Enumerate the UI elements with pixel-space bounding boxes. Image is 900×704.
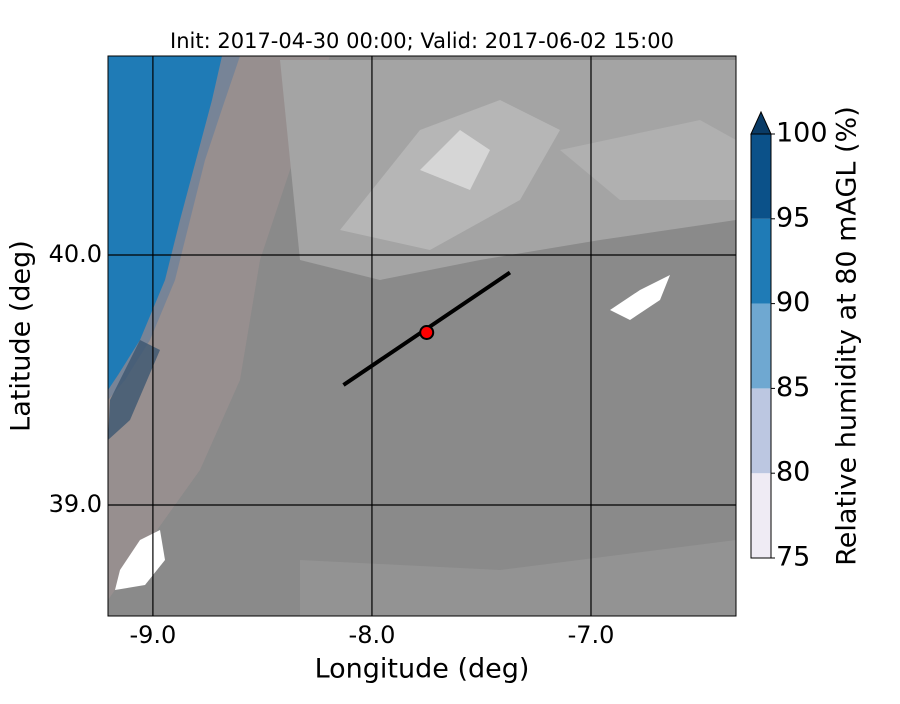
colorbar-segment <box>751 134 771 219</box>
x-tick-label: -8.0 <box>349 621 396 649</box>
colorbar-segment <box>751 218 771 304</box>
x-axis-label: Longitude (deg) <box>315 654 530 685</box>
x-tick-label: -9.0 <box>129 621 176 649</box>
y-tick-label: 40.0 <box>49 240 102 268</box>
colorbar-tick-label: 90 <box>776 287 810 318</box>
colorbar-segment <box>751 303 771 389</box>
colorbar-tick-label: 95 <box>776 202 810 233</box>
colorbar-label: Relative humidity at 80 mAGL (%) <box>832 106 863 566</box>
point-marker <box>419 325 435 340</box>
colorbar-tick-label: 75 <box>776 542 810 573</box>
map-frame <box>107 55 737 617</box>
y-axis-label: Latitude (deg) <box>6 240 37 432</box>
colorbar-segment <box>751 388 771 474</box>
colorbar-frame <box>750 133 772 559</box>
chart-title: Init: 2017-04-30 00:00; Valid: 2017-06-0… <box>170 29 674 53</box>
colorbar-tick-label: 80 <box>776 457 810 488</box>
y-tick-label: 39.0 <box>49 490 102 518</box>
colorbar-extend <box>750 110 772 135</box>
x-tick-label: -7.0 <box>568 621 615 649</box>
terrain <box>108 56 736 616</box>
colorbar-segment <box>751 473 771 558</box>
colorbar-tick-label: 100 <box>776 118 828 149</box>
colorbar-tick-label: 85 <box>776 372 810 403</box>
